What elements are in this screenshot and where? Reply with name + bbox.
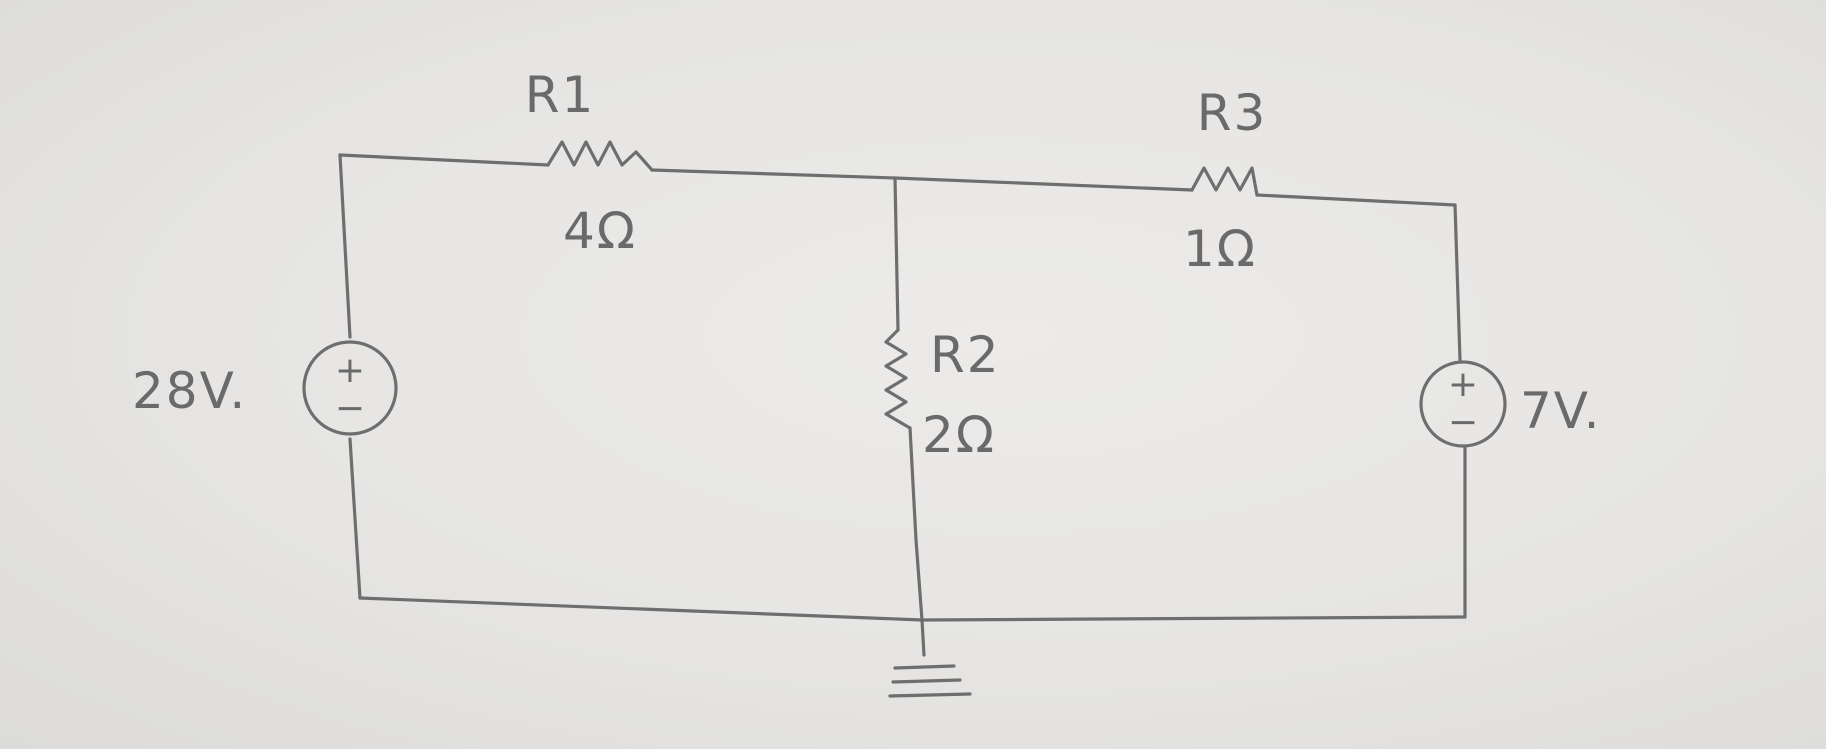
wire-top-left [338,153,550,167]
resistor-r2-value: 2Ω [922,406,996,464]
voltage-source-28v-minus: − [335,388,365,429]
resistor-r3-value: 1Ω [1183,220,1257,278]
wire-right-upper [1453,203,1462,362]
resistor-r2-name: R2 [930,326,1001,384]
resistor-r1-value: 4Ω [563,202,637,260]
voltage-source-28v-plus: + [335,350,365,391]
wire-middle-upper [893,176,900,332]
wire-bottom [358,596,1467,622]
wire-left-upper [338,153,352,339]
voltage-source-7v-plus: + [1448,364,1478,405]
resistor-r3-name: R3 [1197,84,1268,142]
voltage-source-7v-minus: − [1448,402,1478,443]
wire-top-right [1255,193,1457,207]
voltage-source-28v-label: 28V. [132,362,247,420]
resistor-r2-zigzag [884,328,912,430]
resistor-r1-zigzag [546,140,654,172]
voltage-source-28v-circle [302,340,398,436]
voltage-source-7v-label: 7V. [1520,382,1601,440]
wire-top-middle [650,168,1194,192]
resistor-r3-zigzag [1190,166,1259,197]
resistor-r1-name: R1 [525,66,596,124]
voltage-source-7v-circle [1419,360,1507,448]
wire-left-lower [348,437,362,600]
ground-icon [888,618,972,698]
wire-middle-lower [908,426,924,622]
